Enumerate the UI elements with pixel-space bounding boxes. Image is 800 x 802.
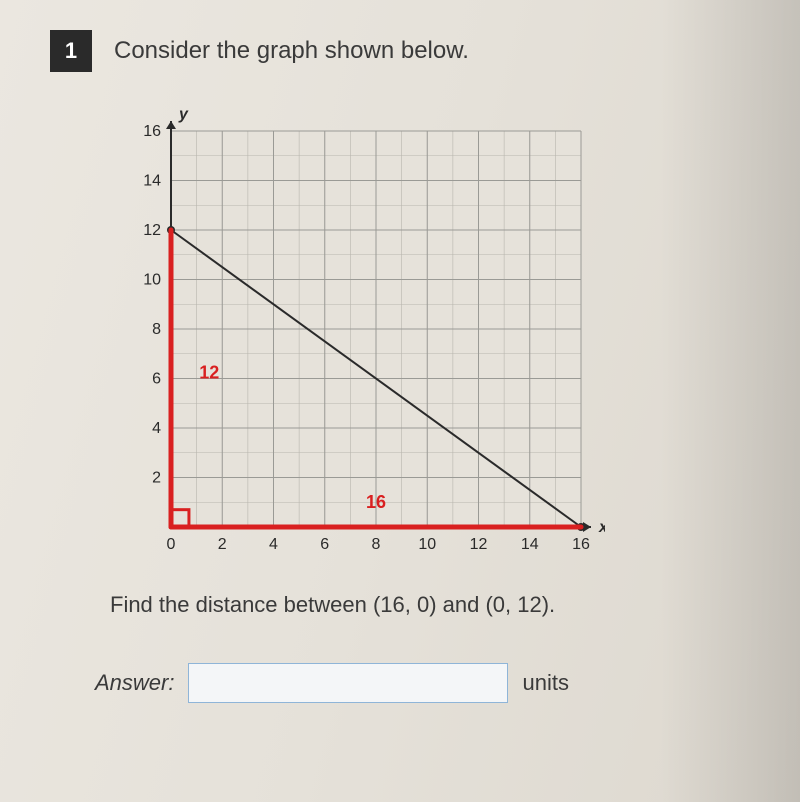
worksheet-page: 1 Consider the graph shown below. 0 2 4 6 8 1… (0, 0, 800, 802)
units-label: units (522, 670, 568, 696)
graph-container: 0 2 4 6 8 10 12 14 16 2 4 6 8 10 12 14 16 x y 12 16 (125, 107, 760, 572)
svg-text:y: y (178, 107, 189, 123)
svg-text:8: 8 (152, 321, 161, 338)
question-prompt: Consider the graph shown below. (114, 37, 469, 65)
svg-text:4: 4 (269, 536, 278, 553)
distance-prompt: Find the distance between (16, 0) and (0… (110, 592, 760, 618)
svg-text:2: 2 (218, 536, 227, 553)
answer-input[interactable] (188, 663, 508, 703)
svg-text:12: 12 (199, 363, 219, 383)
svg-text:8: 8 (372, 536, 381, 553)
svg-text:14: 14 (521, 536, 539, 553)
svg-text:6: 6 (152, 371, 161, 388)
coordinate-graph: 0 2 4 6 8 10 12 14 16 2 4 6 8 10 12 14 16 x y 12 16 (125, 107, 605, 567)
svg-text:16: 16 (572, 536, 590, 553)
answer-label: Answer: (95, 670, 174, 696)
svg-text:16: 16 (143, 123, 161, 140)
svg-text:6: 6 (320, 536, 329, 553)
svg-text:16: 16 (366, 492, 386, 512)
svg-text:12: 12 (143, 222, 161, 239)
question-header: 1 Consider the graph shown below. (50, 30, 760, 72)
svg-text:4: 4 (152, 420, 161, 437)
svg-text:12: 12 (470, 536, 488, 553)
svg-text:10: 10 (418, 536, 436, 553)
svg-text:2: 2 (152, 470, 161, 487)
svg-text:14: 14 (143, 173, 161, 190)
svg-text:10: 10 (143, 272, 161, 289)
question-number: 1 (65, 38, 77, 64)
svg-text:0: 0 (167, 536, 176, 553)
answer-row: Answer: units (95, 663, 760, 703)
svg-text:x: x (598, 519, 605, 536)
question-number-badge: 1 (50, 30, 92, 72)
